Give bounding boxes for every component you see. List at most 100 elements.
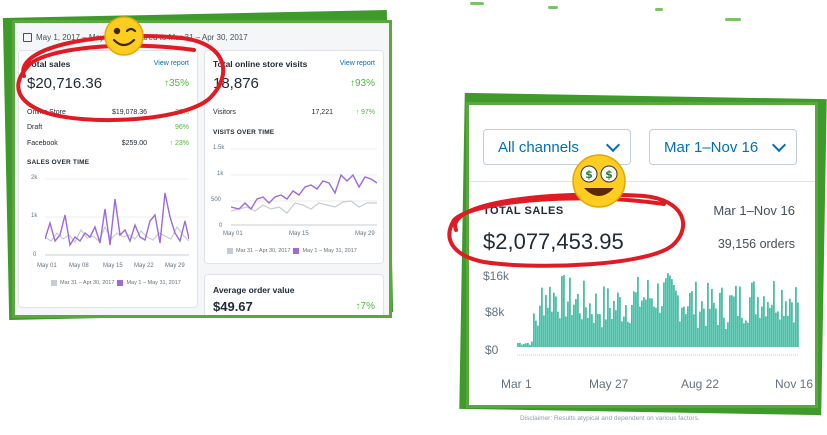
previous-period-line (45, 225, 189, 244)
sales-bar (749, 297, 751, 347)
sales-bar (557, 311, 559, 347)
sales-bar (689, 292, 691, 347)
visits-chart (231, 148, 377, 226)
sales-bar (733, 296, 735, 347)
sales-bar (591, 314, 593, 347)
disclaimer: Disclaimer: Results atypical and depende… (520, 415, 700, 422)
sales-bar (661, 306, 663, 347)
legend-swatch (227, 248, 233, 254)
sales-bar (595, 293, 597, 347)
sales-bar (635, 292, 637, 347)
svg-text:$: $ (585, 168, 593, 181)
sales-bar (761, 306, 763, 347)
sales-bar (651, 298, 653, 347)
sales-bar (717, 324, 719, 347)
chevron-down-icon (605, 137, 621, 153)
sales-bar (529, 344, 531, 347)
sales-bar (657, 283, 659, 347)
sales-bar (677, 295, 679, 347)
sales-bar (539, 305, 541, 347)
sales-bar (647, 279, 649, 347)
visitors-row: Visitors 17,221 ↑ 97% (213, 109, 375, 116)
sales-bar (599, 314, 601, 347)
sales-bar (737, 315, 739, 347)
sales-bar (673, 285, 675, 347)
sales-bar (609, 307, 611, 347)
x-tick: Mar 1 (501, 377, 532, 391)
legend-label: May 1 – May 31, 2017 (302, 248, 357, 254)
sales-bar (587, 317, 589, 347)
sales-bar (671, 279, 673, 347)
sales-bar (517, 343, 519, 347)
view-report-link[interactable]: View report (339, 60, 375, 67)
sales-bar (571, 315, 573, 347)
sales-bar (605, 319, 607, 347)
sales-bar (711, 288, 713, 347)
sales-bar (679, 321, 681, 347)
sales-bar (585, 307, 587, 347)
sales-bar (699, 311, 701, 347)
sales-bar (703, 308, 705, 347)
sales-bar (775, 312, 777, 347)
sales-bar (663, 282, 665, 347)
legend-label: Mar 31 – Apr 30, 2017 (60, 280, 115, 286)
sales-bar (563, 275, 565, 347)
channel-row: Online Store $19,078.36 32% (27, 109, 189, 116)
x-tick: May 08 (69, 263, 89, 269)
view-report-link[interactable]: View report (153, 60, 189, 67)
date-range-bar[interactable]: May 1, 2017 – May 31, 2017 ared to Mar 3… (23, 29, 381, 45)
date-select[interactable]: Mar 1–Nov 16 (649, 129, 797, 165)
channel-value (77, 124, 147, 131)
sales-bar (619, 297, 621, 347)
sales-bar (687, 306, 689, 347)
sales-bar (701, 301, 703, 347)
sales-bar (549, 286, 551, 347)
x-tick: May 29 (165, 263, 185, 269)
sales-bar (649, 298, 651, 347)
sales-bar (633, 291, 635, 347)
brush-streak (655, 8, 663, 11)
sales-over-time-title: SALES OVER TIME (27, 159, 90, 166)
sales-bar (625, 305, 627, 347)
channel-change: ↑ 23% (169, 140, 189, 147)
sales-bar (719, 292, 721, 347)
sales-bar (575, 299, 577, 347)
sales-bar (693, 314, 695, 347)
sales-bar (665, 278, 667, 347)
x-tick: May 29 (355, 231, 375, 237)
sales-bar (787, 315, 789, 347)
x-tick: May 27 (589, 377, 629, 391)
sales-bar (597, 313, 599, 347)
brush-streak (725, 18, 741, 21)
money-eyes-emoji-icon: $ $ (572, 154, 626, 208)
sales-bar-chart (517, 273, 799, 356)
total-sales-change: ↑35% (163, 78, 189, 89)
sales-bar (611, 318, 613, 347)
channel-select[interactable]: All channels (483, 129, 631, 165)
y-tick: 1k (217, 171, 224, 177)
sales-bar (667, 273, 669, 347)
aov-value: $49.67 (213, 299, 253, 314)
sales-bar (577, 293, 579, 347)
sales-bar (771, 304, 773, 347)
sales-bar (621, 321, 623, 347)
sales-bar (747, 322, 749, 347)
sales-bar (601, 327, 603, 347)
sales-bar (655, 307, 657, 347)
brush-streak (470, 2, 484, 5)
previous-period-line (231, 200, 377, 214)
sales-bar (729, 295, 731, 347)
sales-bar (783, 316, 785, 347)
sales-bar (669, 275, 671, 347)
sales-bar (777, 311, 779, 347)
sales-bar (525, 343, 527, 347)
divider (469, 181, 815, 182)
sales-bar (785, 301, 787, 347)
sales-bar (675, 290, 677, 347)
sales-bar (547, 307, 549, 347)
sales-bar (779, 319, 781, 347)
right-dashboard: All channels Mar 1–Nov 16 TOTAL SALES Ma… (466, 102, 818, 408)
chart-legend: Mar 31 – Apr 30, 2017 May 1 – May 31, 20… (227, 248, 357, 254)
legend-swatch (117, 280, 124, 286)
sales-bar (637, 276, 639, 347)
